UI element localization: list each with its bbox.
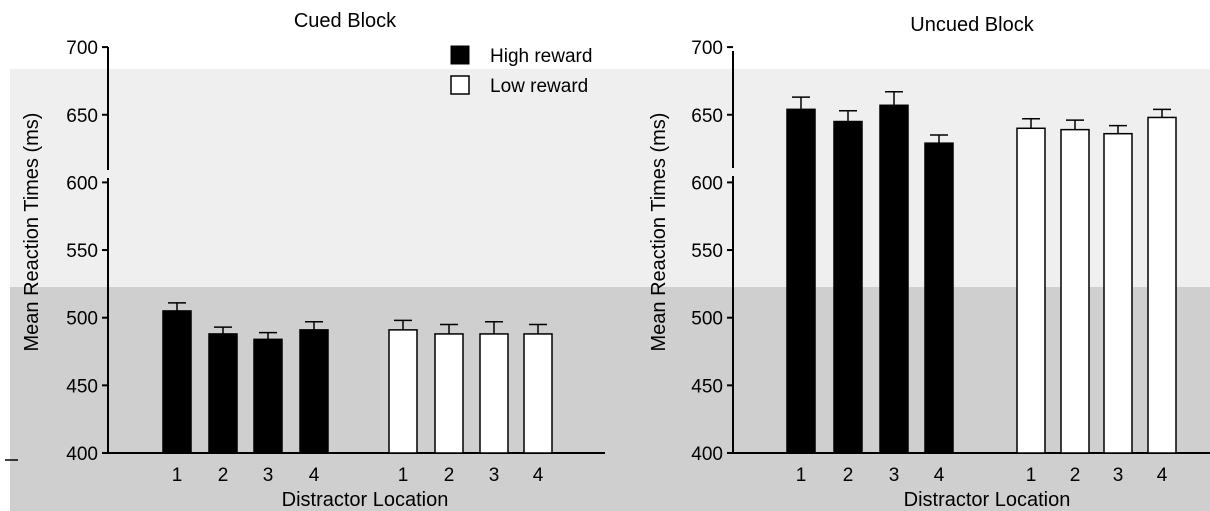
x-tick-label: 2 — [843, 465, 854, 486]
bar-high-reward — [833, 120, 863, 454]
y-tick-label: 400 — [66, 444, 98, 465]
x-tick-label: 2 — [1070, 465, 1081, 486]
y-tick-label: 550 — [66, 241, 98, 262]
x-tick-label: 3 — [1113, 465, 1124, 486]
x-tick-label: 4 — [1157, 465, 1168, 486]
bar-low-reward — [479, 333, 509, 454]
y-tick-label: 450 — [691, 376, 723, 397]
y-axis-label-right: Mean Reaction Times (ms) — [648, 113, 670, 352]
legend-label-high-reward: High reward — [490, 46, 592, 67]
x-tick-label: 3 — [263, 465, 274, 486]
legend-label-low-reward: Low reward — [490, 76, 588, 97]
bar-low-reward — [523, 333, 553, 454]
plot-left: 400 450 500 550 600 650 700 1 2 3 4 1 2 3 4 — [66, 38, 605, 486]
y-tick-label: 400 — [691, 444, 723, 465]
y-tick-label: 650 — [66, 106, 98, 127]
x-tick-label: 3 — [889, 465, 900, 486]
bar-high-reward — [253, 338, 283, 454]
x-tick-label: 4 — [309, 465, 320, 486]
y-tick-label: 700 — [691, 38, 723, 59]
chart-title-right: Uncued Block — [910, 14, 1034, 36]
x-tick-label: 1 — [172, 465, 183, 486]
bar-high-reward — [208, 333, 238, 454]
y-tick-label: 600 — [691, 173, 723, 194]
y-tick-label: 600 — [66, 173, 98, 194]
y-tick-label: 550 — [691, 241, 723, 262]
background-band-light — [10, 69, 1210, 287]
x-tick-label: 4 — [934, 465, 945, 486]
x-axis-label-right: Distractor Location — [904, 489, 1071, 511]
bar-low-reward — [1016, 127, 1046, 454]
bar-high-reward — [162, 310, 192, 454]
y-tick-label: 650 — [691, 106, 723, 127]
y-tick-label: 500 — [66, 309, 98, 330]
x-tick-label: 3 — [489, 465, 500, 486]
x-tick-label: 2 — [444, 465, 455, 486]
x-tick-label: 1 — [796, 465, 807, 486]
x-tick-label: 1 — [398, 465, 409, 486]
bar-high-reward — [879, 104, 909, 454]
bar-high-reward — [924, 142, 954, 454]
bar-low-reward — [1147, 116, 1177, 454]
plot-right: 400 450 500 550 600 650 700 1 2 3 4 1 2 3 4 — [691, 38, 1210, 486]
y-tick-label: 500 — [691, 309, 723, 330]
x-tick-label: 4 — [533, 465, 544, 486]
legend-swatch-low-reward — [450, 75, 470, 95]
bar-high-reward — [786, 108, 816, 454]
bar-low-reward — [434, 333, 464, 454]
y-tick-label: 700 — [66, 38, 98, 59]
chart-title-left: Cued Block — [294, 10, 397, 32]
bar-low-reward — [1060, 128, 1090, 454]
bar-high-reward — [299, 329, 329, 454]
bar-low-reward — [1103, 132, 1133, 454]
x-tick-label: 1 — [1026, 465, 1037, 486]
x-axis-label-left: Distractor Location — [282, 489, 449, 511]
bar-low-reward — [388, 329, 418, 454]
legend-swatch-high-reward — [450, 45, 470, 65]
x-tick-label: 2 — [218, 465, 229, 486]
y-tick-label: 450 — [66, 376, 98, 397]
y-axis-label-left: Mean Reaction Times (ms) — [21, 113, 43, 352]
